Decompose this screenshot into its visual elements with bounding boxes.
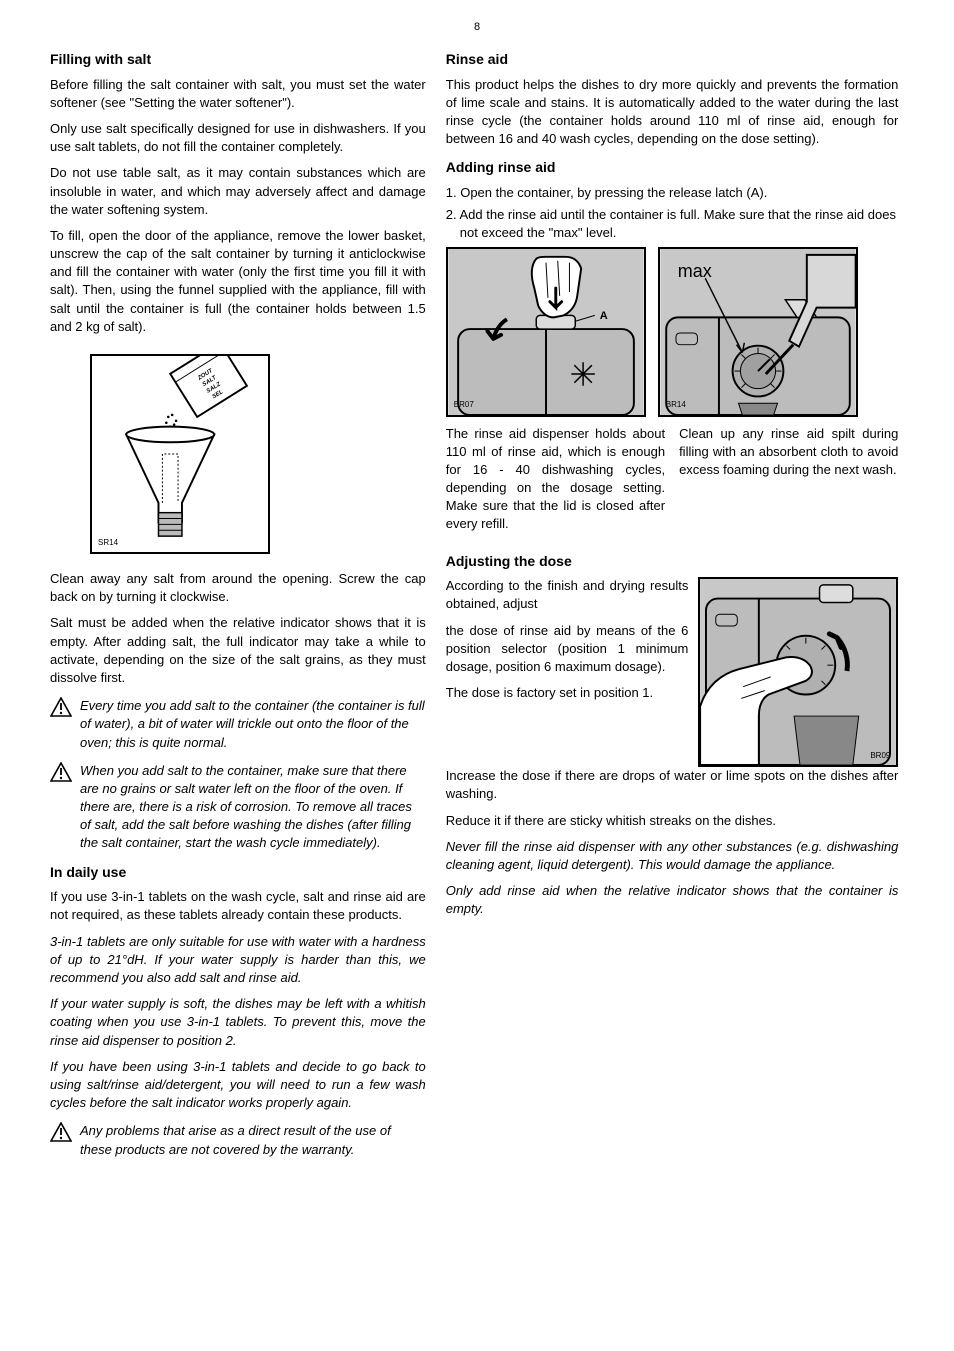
figure-latch: BR07 A bbox=[446, 247, 646, 417]
warning-icon bbox=[50, 762, 72, 782]
warning-salt-overflow: Every time you add salt to the container… bbox=[50, 697, 426, 752]
warning-text: When you add salt to the container, make… bbox=[80, 762, 426, 853]
daily-p: If you use 3-in-1 tablets on the wash cy… bbox=[50, 888, 426, 924]
heading-daily-use: In daily use bbox=[50, 863, 426, 883]
left-column: Filling with salt Before filling the sal… bbox=[50, 40, 426, 1169]
warning-text: Every time you add salt to the container… bbox=[80, 697, 426, 752]
warning-icon bbox=[50, 1122, 72, 1142]
heading-filling-salt: Filling with salt bbox=[50, 50, 426, 70]
add-step-1: 1. Open the container, by pressing the r… bbox=[446, 184, 899, 202]
warning-salt-corrosion: When you add salt to the container, make… bbox=[50, 762, 426, 853]
heading-adjust-dose: Adjusting the dose bbox=[446, 552, 899, 572]
daily-note1: 3-in-1 tablets are only suitable for use… bbox=[50, 933, 426, 988]
figure-adjust-dose: BR09 bbox=[698, 577, 898, 767]
fig-adjust-code: BR09 bbox=[870, 750, 890, 761]
fill-p1: Only use salt specifically designed for … bbox=[50, 120, 426, 156]
fig-latch-A: A bbox=[600, 309, 608, 324]
adjust-reduce: Reduce it if there are sticky whitish st… bbox=[446, 812, 899, 830]
add-p2: Clean up any rinse aid spilt during fill… bbox=[679, 425, 898, 480]
fill-p3: To fill, open the door of the appliance,… bbox=[50, 227, 426, 336]
adjust-increase: Increase the dose if there are drops of … bbox=[446, 767, 899, 803]
fill-p5: Salt must be added when the relative ind… bbox=[50, 614, 426, 687]
rinse-p1: This product helps the dishes to dry mor… bbox=[446, 76, 899, 149]
warning-warranty: Any problems that arise as a direct resu… bbox=[50, 1122, 426, 1158]
heading-rinse-aid: Rinse aid bbox=[446, 50, 899, 70]
right-column: Rinse aid This product helps the dishes … bbox=[446, 40, 899, 1169]
fill-intro: Before filling the salt container with s… bbox=[50, 76, 426, 112]
daily-note2: If your water supply is soft, the dishes… bbox=[50, 995, 426, 1050]
fig-rinse-max: max bbox=[678, 259, 712, 284]
fill-p2: Do not use table salt, as it may contain… bbox=[50, 164, 426, 219]
heading-adding-rinse: Adding rinse aid bbox=[446, 158, 899, 178]
figure-salt-funnel: ZOUT SALT SALZ SEL bbox=[90, 354, 270, 554]
page-number: 8 bbox=[474, 20, 480, 35]
fig-latch-code: BR07 bbox=[454, 399, 474, 410]
warning-icon bbox=[50, 697, 72, 717]
add-p1: The rinse aid dispenser holds about 110 … bbox=[446, 425, 665, 534]
important-only-when-empty: Only add rinse aid when the relative ind… bbox=[446, 882, 899, 918]
fig-salt-label: SR14 bbox=[98, 537, 118, 548]
fig-rinse-code: BR14 bbox=[666, 399, 686, 410]
warning-text: Any problems that arise as a direct resu… bbox=[80, 1122, 426, 1158]
important-no-other-substances: Never fill the rinse aid dispenser with … bbox=[446, 838, 899, 874]
add-step-2: 2. Add the rinse aid until the container… bbox=[446, 206, 899, 242]
figure-rinse-fill: BR14 max bbox=[658, 247, 858, 417]
fill-p4: Clean away any salt from around the open… bbox=[50, 570, 426, 606]
daily-note3: If you have been using 3-in-1 tablets an… bbox=[50, 1058, 426, 1113]
